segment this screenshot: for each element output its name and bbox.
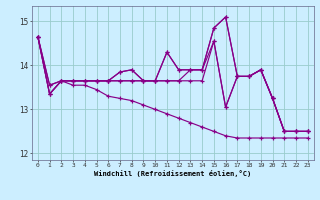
X-axis label: Windchill (Refroidissement éolien,°C): Windchill (Refroidissement éolien,°C) <box>94 170 252 177</box>
